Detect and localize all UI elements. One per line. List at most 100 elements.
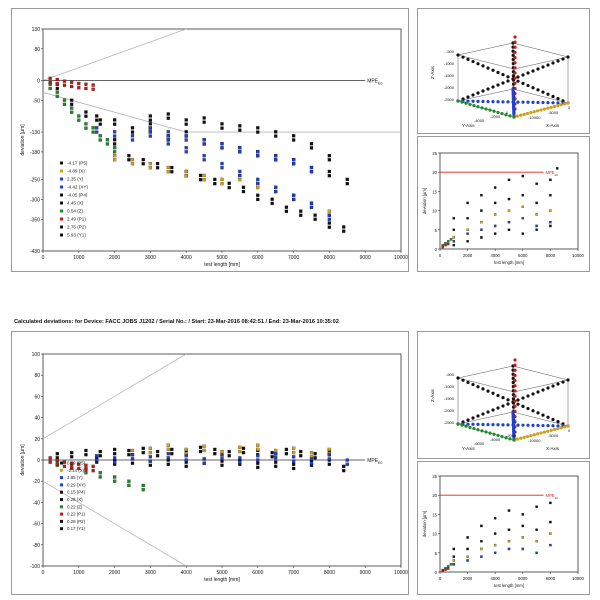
data-point [170,452,174,456]
data-point [95,118,99,122]
data-point [84,114,88,118]
data-point [227,185,231,190]
diagonal-point [531,86,535,90]
data-point [535,528,538,531]
data-point [313,456,317,460]
diagonal-point [556,424,560,428]
data-point [292,138,296,142]
data-point [148,161,152,166]
data-point [345,458,349,462]
data-point [84,126,88,130]
envelope-lower-line [42,480,187,567]
data-point [148,166,152,170]
y-tick-label: -50 [33,98,40,104]
data-point [148,455,152,459]
data-point [292,446,296,450]
x-axis-point [532,110,536,114]
data-point [238,146,242,150]
data-point [535,540,538,543]
data-point [77,81,81,86]
y-axis-point [492,432,496,436]
x-axis-point [539,108,543,112]
x-tick-label: 9000 [360,570,371,576]
data-point [166,116,170,120]
diagonal-point [541,388,545,392]
plot-area [42,28,402,252]
diagonal-point [551,61,555,65]
data-point [256,130,260,134]
data-point [274,464,278,468]
top-small-chart: 0 2000 4000 6000 8000 10000 0 5 10 15 20 25 test len… [417,136,590,272]
data-point [521,547,524,551]
x-tick-label: 6000 [518,576,528,581]
data-point [345,182,349,186]
x-axis-point [566,424,570,428]
y-axis-label: deviation [µm] [422,511,427,537]
diagonal-point [491,423,495,427]
diagonal-point [566,55,570,59]
data-point [70,84,74,89]
legend-label: 2.49 (P1) [67,217,86,222]
y-tick-label: -6000 [474,441,485,446]
data-point [447,565,450,568]
x-tick-label: 10000 [572,253,584,258]
y-axis-point [472,103,476,108]
diagonal-point [491,68,495,72]
diagonal-point [546,386,550,390]
y-axis-point [500,434,504,439]
data-point [256,150,260,154]
data-point [95,114,99,118]
data-point [112,150,117,154]
data-point [345,462,349,466]
data-point [256,458,260,462]
y-axis-point [492,109,496,113]
data-point [202,444,206,448]
data-point [184,134,188,138]
data-point [84,82,88,86]
diagonal-point [521,100,525,104]
legend-label: 0.54 (Z) [67,209,84,214]
diagonal-point [491,100,495,104]
data-point [309,457,314,461]
y-tick-label: 5 [435,228,438,233]
data-point [98,471,102,475]
y-tick-label: 25 [432,151,437,156]
x-tick-label: 2000 [463,576,473,581]
diagonal-point [551,417,555,422]
data-point [184,464,188,468]
y-tick-label: -430 [30,249,40,255]
data-point [327,174,331,178]
x-axis-point [556,427,560,431]
y-tick-label: -350 [30,217,40,223]
data-point [70,98,74,102]
x-tick-label: 0 [439,253,442,258]
x-tick-label: 0 [42,255,45,261]
z-axis-point [513,389,517,393]
data-point [327,217,331,221]
legend-label: -2.14 (X) [67,468,85,473]
data-point [299,209,303,213]
data-point [549,532,552,535]
diagonal-point [461,55,465,59]
data-point [220,126,224,130]
data-point [535,213,538,216]
data-point [141,446,145,450]
legend-label: 0.19 (P5) [67,461,86,466]
diagonal-point [536,423,540,428]
data-point [274,158,278,162]
data-point [493,201,497,205]
y-axis-point [480,106,484,110]
data-point [112,475,117,479]
data-point [55,452,59,456]
data-point [256,185,260,190]
bottom-small-chart-svg: 0 2000 4000 6000 8000 10000 0 5 10 15 20 25 test len… [422,474,584,588]
data-point [184,138,188,142]
data-point [130,448,135,453]
data-point [292,462,296,466]
data-point [549,501,552,505]
data-point [184,169,188,174]
legend-label: -4.17 (P5) [67,161,88,166]
data-point [309,205,314,209]
y-axis-label: Y-Axis [462,123,475,128]
data-point [91,464,95,468]
